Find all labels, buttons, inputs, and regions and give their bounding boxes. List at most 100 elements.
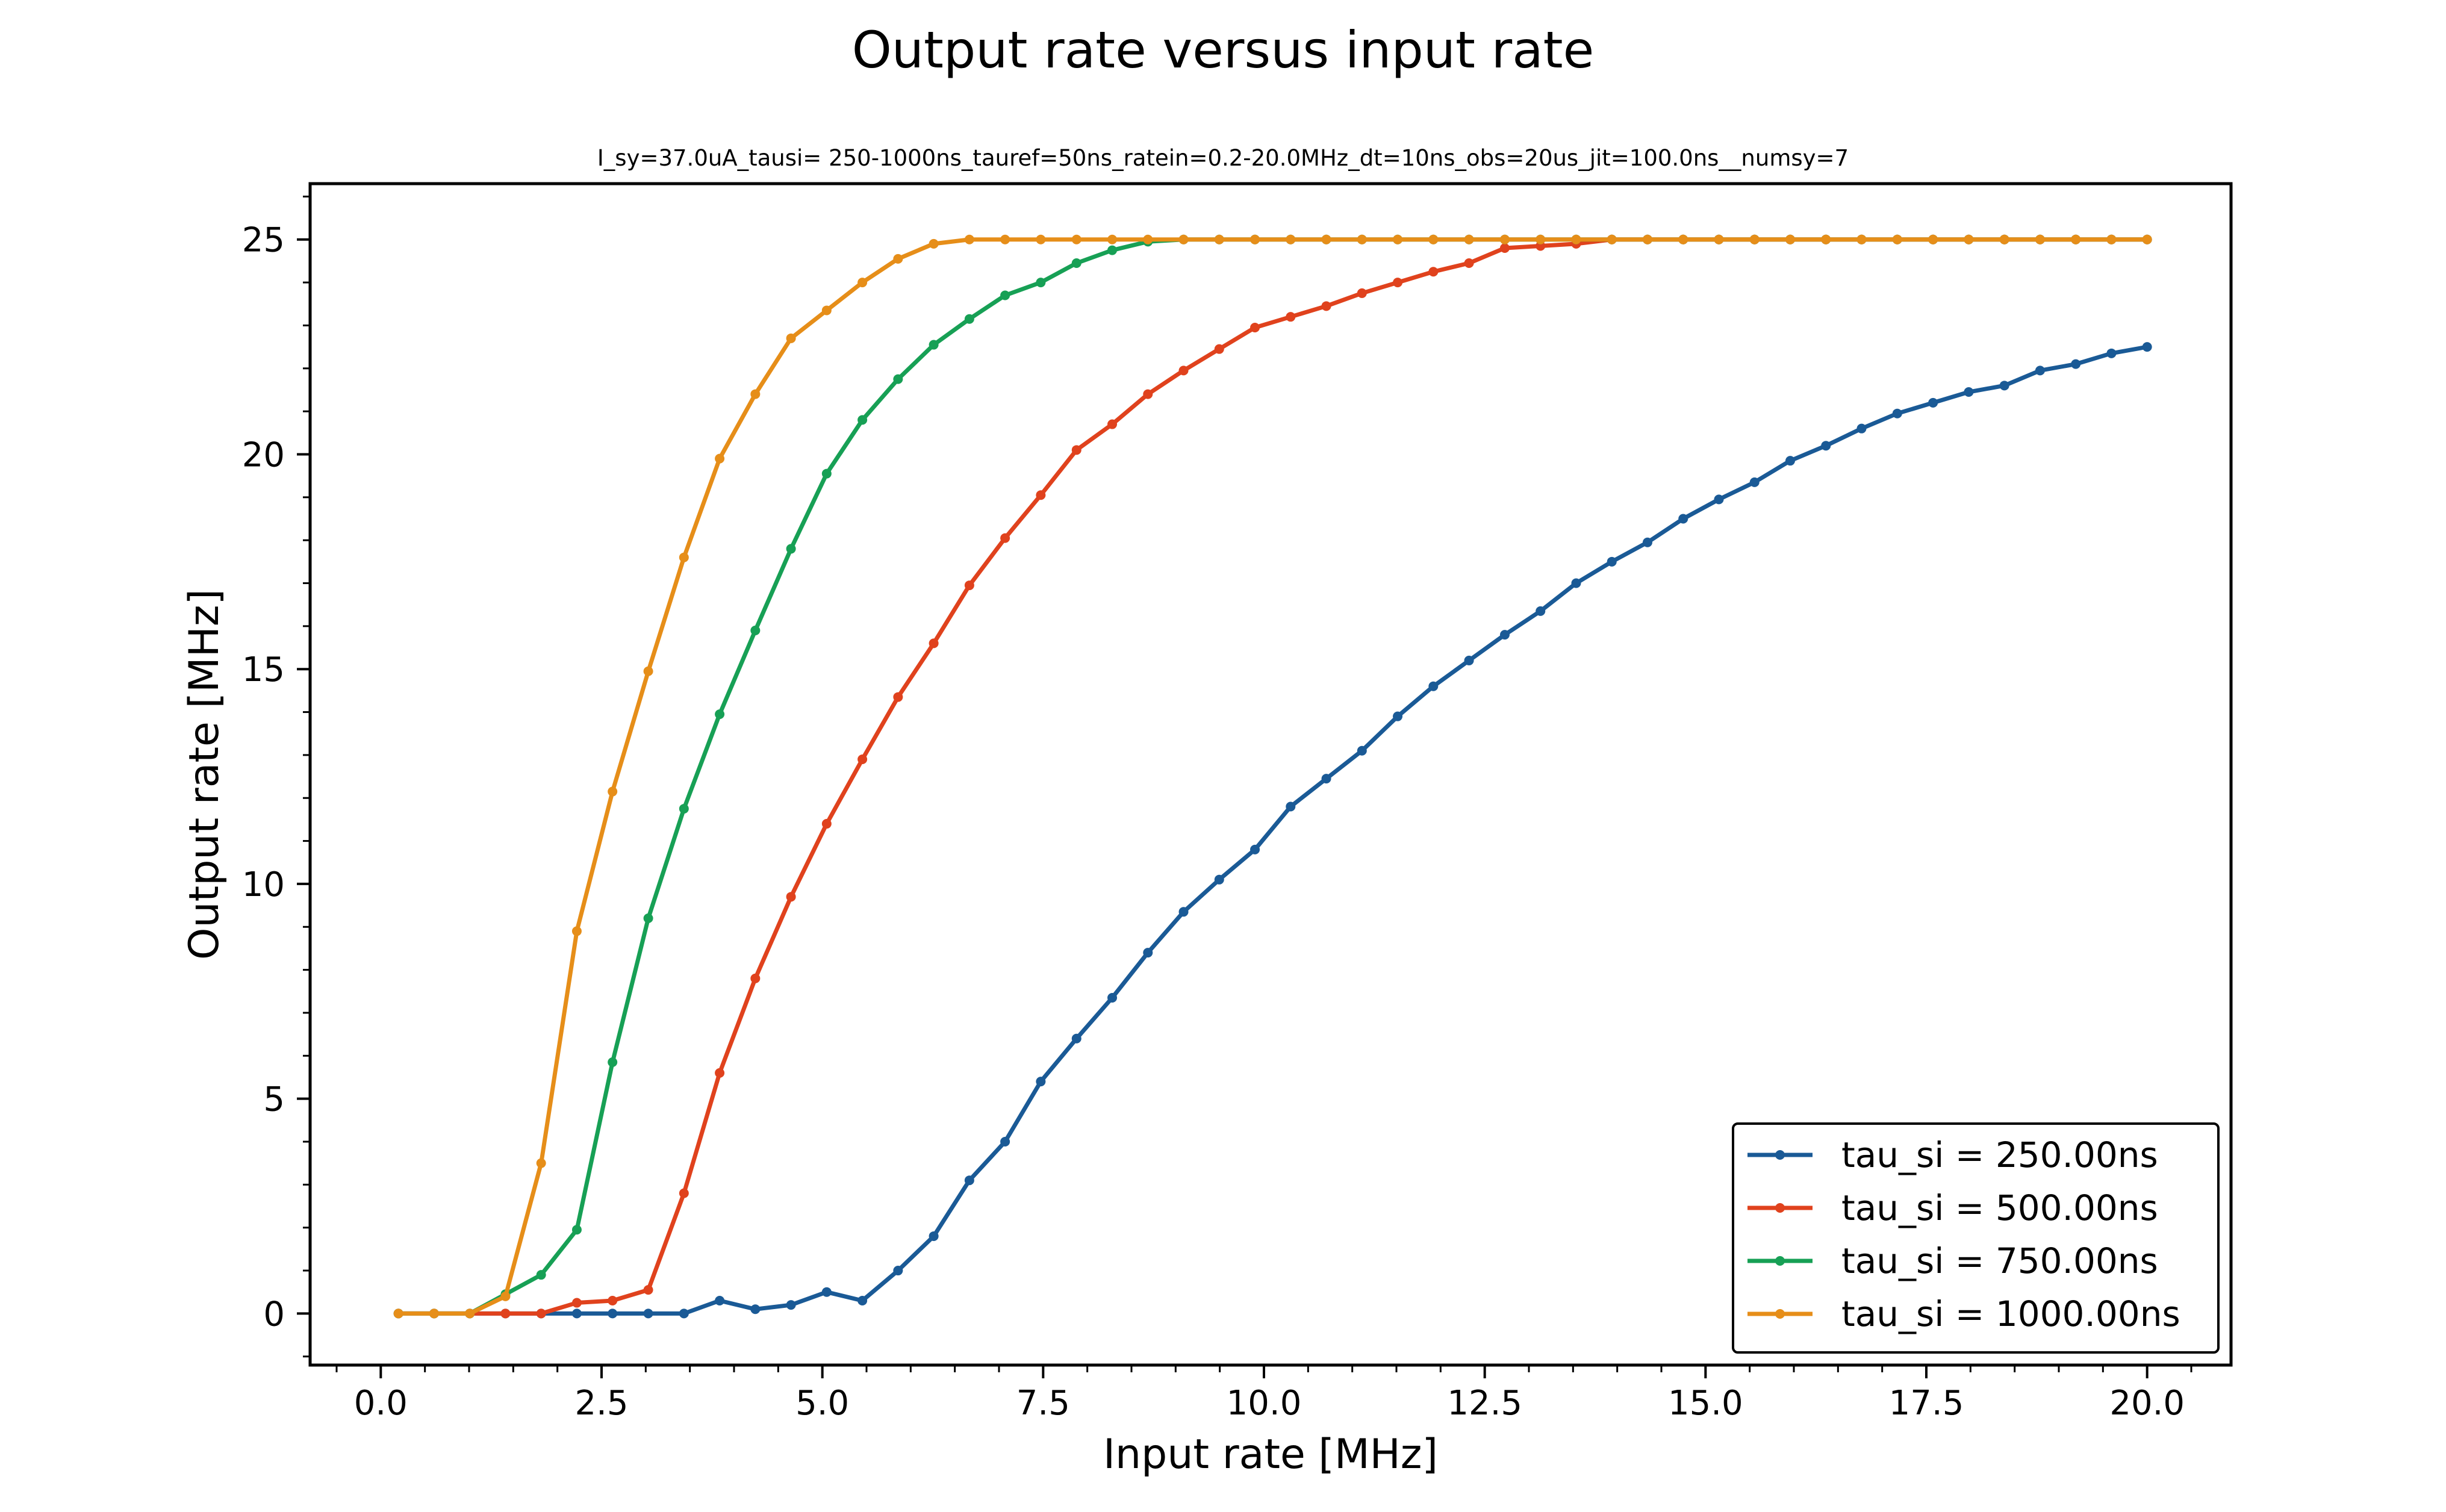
data-point [1892,408,1902,418]
data-point [750,389,761,399]
data-point [929,638,939,649]
legend-marker [1775,1150,1785,1160]
y-tick-label: 15 [242,650,285,689]
data-point [643,1285,653,1295]
data-point [1143,234,1153,244]
data-point [536,1270,546,1280]
data-point [1286,312,1296,322]
data-point [1678,234,1688,244]
data-point [1749,477,1760,487]
x-tick-label: 7.5 [1016,1384,1070,1423]
data-point [1321,301,1331,311]
data-point [750,625,761,635]
data-point [750,1304,761,1314]
data-point [643,913,653,924]
data-point [1321,234,1331,244]
data-point [929,1231,939,1241]
data-point [1536,606,1546,616]
data-point [1428,267,1439,277]
data-point [715,1295,725,1305]
data-point [1214,344,1224,354]
data-point [1250,844,1260,854]
data-point [1856,423,1867,434]
data-point [1000,1137,1010,1147]
x-tick-label: 20.0 [2109,1384,2185,1423]
data-point [1464,234,1474,244]
data-point [1393,711,1403,721]
legend-label: tau_si = 500.00ns [1841,1187,2158,1228]
data-point [857,754,868,765]
y-tick-label: 0 [263,1295,285,1334]
data-point [643,1308,653,1319]
x-tick-label: 5.0 [795,1384,849,1423]
data-point [1499,234,1510,244]
plot-area [393,234,2152,1319]
series-line [396,237,2150,1316]
data-point [1036,278,1046,288]
data-point [1571,234,1581,244]
data-point [429,1308,439,1319]
data-point [1607,234,1617,244]
data-point [1214,874,1224,885]
data-point [1000,290,1010,300]
data-point [1107,992,1118,1003]
data-point [715,1068,725,1078]
data-point [1785,456,1795,466]
data-point [1214,234,1224,244]
data-point [2071,234,2081,244]
data-point [750,973,761,983]
data-point [536,1158,546,1168]
data-point [1143,948,1153,958]
data-point [608,1308,618,1319]
data-point [1856,234,1867,244]
data-point [1964,234,1974,244]
data-point [1036,1077,1046,1087]
data-point [1178,366,1189,376]
data-point [1143,389,1153,399]
legend-label: tau_si = 750.00ns [1841,1240,2158,1281]
data-point [821,1287,832,1297]
data-point [1250,234,1260,244]
y-tick-label: 20 [242,435,285,474]
data-point [1607,556,1617,567]
data-point [715,453,725,464]
data-point [500,1308,511,1319]
data-point [786,892,796,902]
data-point [608,1295,618,1305]
data-point [500,1291,511,1301]
data-point [1036,490,1046,500]
x-tick-label: 2.5 [574,1384,628,1423]
legend-label: tau_si = 1000.00ns [1841,1293,2180,1334]
data-point [608,1057,618,1068]
data-point [964,1175,974,1186]
data-point [465,1308,475,1319]
data-point [1178,907,1189,917]
plot-frame [308,182,2233,1367]
data-point [679,804,689,814]
data-point [1036,234,1046,244]
data-point [1428,234,1439,244]
data-point [1999,381,2009,391]
data-point [821,819,832,829]
series-line [396,344,2150,1316]
data-point [1000,533,1010,543]
x-axis-label: Input rate [MHz] [1103,1431,1438,1478]
data-point [2035,234,2045,244]
legend-marker [1775,1256,1785,1266]
data-point [571,1308,582,1319]
data-point [1357,234,1367,244]
x-tick-label: 12.5 [1447,1384,1522,1423]
data-point [1999,234,2009,244]
legend-marker [1775,1203,1785,1213]
data-point [964,314,974,324]
data-point [1357,745,1367,756]
legend-item: tau_si = 500.00ns [1747,1187,2158,1228]
data-point [1286,801,1296,812]
data-point [1250,323,1260,333]
data-point [679,1308,689,1319]
chart-subtitle: I_sy=37.0uA_tausi= 250-1000ns_tauref=50n… [597,145,1849,171]
data-point [1071,445,1081,455]
data-point [929,238,939,249]
data-point [1464,655,1474,665]
data-point [1499,630,1510,640]
